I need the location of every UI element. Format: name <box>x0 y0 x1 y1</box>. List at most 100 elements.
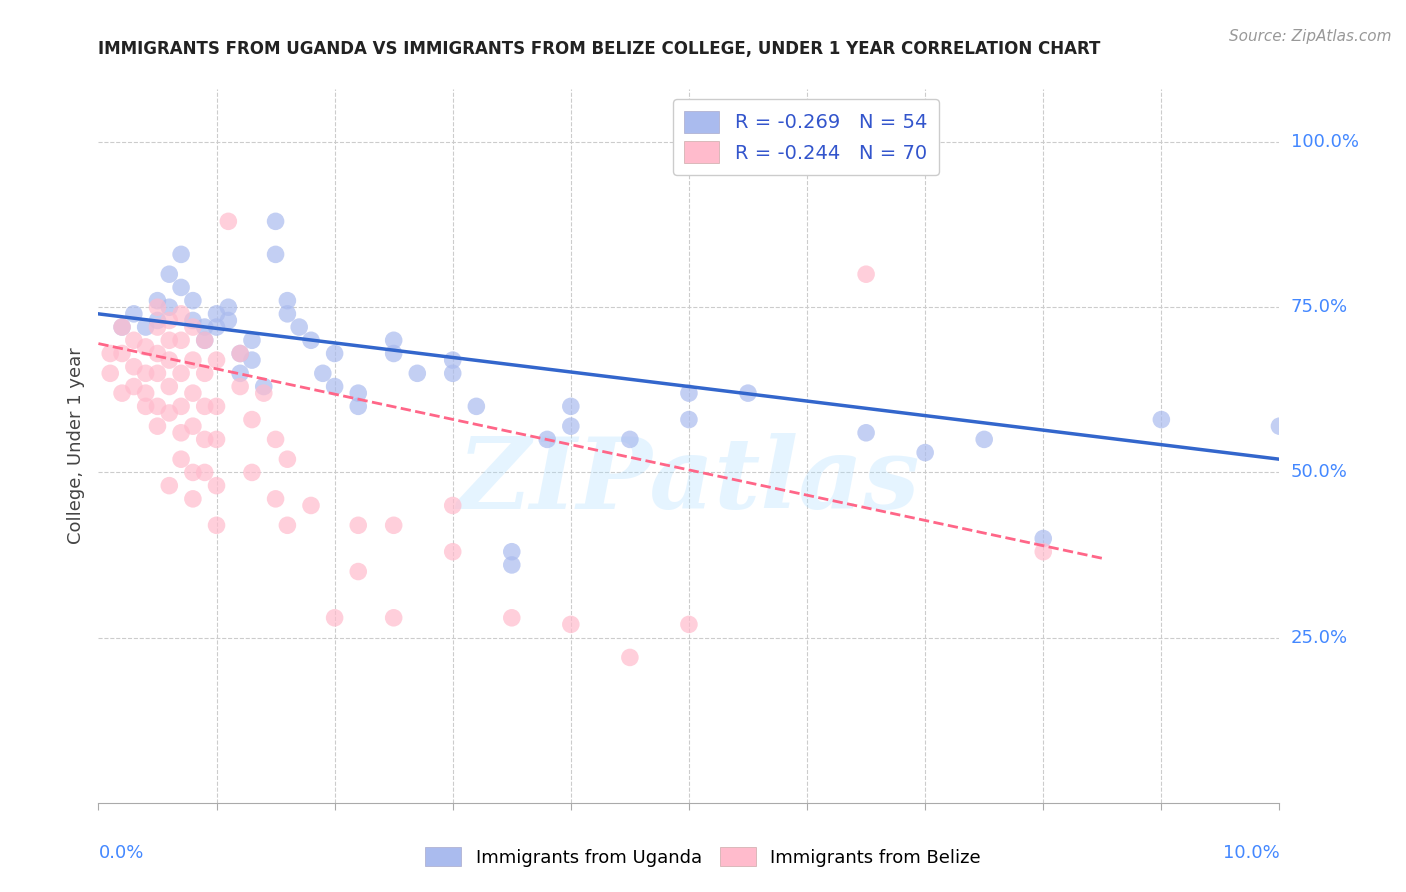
Point <box>98 367 121 381</box>
Point <box>181 419 204 434</box>
Point <box>560 400 582 414</box>
Point <box>181 320 204 334</box>
Text: 0.0%: 0.0% <box>98 845 143 863</box>
Point <box>855 425 877 440</box>
Point <box>253 379 276 393</box>
Point <box>240 333 263 347</box>
Point <box>678 617 700 632</box>
Point <box>264 433 287 447</box>
Text: IMMIGRANTS FROM UGANDA VS IMMIGRANTS FROM BELIZE COLLEGE, UNDER 1 YEAR CORRELATI: IMMIGRANTS FROM UGANDA VS IMMIGRANTS FRO… <box>98 40 1101 58</box>
Point <box>323 379 346 393</box>
Point <box>914 445 936 459</box>
Point <box>135 340 157 354</box>
Point <box>264 491 287 506</box>
Point <box>111 320 134 334</box>
Text: 25.0%: 25.0% <box>1291 629 1348 647</box>
Point <box>146 419 169 434</box>
Point <box>382 333 405 347</box>
Point <box>205 307 228 321</box>
Point <box>737 386 759 401</box>
Point <box>229 346 252 360</box>
Text: 75.0%: 75.0% <box>1291 298 1348 317</box>
Point <box>135 367 157 381</box>
Point <box>170 425 193 440</box>
Point <box>382 518 405 533</box>
Point <box>170 247 193 261</box>
Point <box>157 478 180 492</box>
Point <box>229 346 252 360</box>
Point <box>157 267 180 281</box>
Point <box>157 353 180 368</box>
Point <box>181 293 204 308</box>
Text: ZIPatlas: ZIPatlas <box>458 434 920 530</box>
Point <box>347 400 370 414</box>
Point <box>347 565 370 579</box>
Point <box>181 491 204 506</box>
Point <box>181 313 204 327</box>
Point <box>157 379 180 393</box>
Point <box>170 280 193 294</box>
Point <box>1032 545 1054 559</box>
Point <box>181 386 204 401</box>
Point <box>122 359 145 374</box>
Point <box>619 433 641 447</box>
Point <box>973 433 995 447</box>
Point <box>229 367 252 381</box>
Point <box>347 518 370 533</box>
Point <box>170 367 193 381</box>
Point <box>181 353 204 368</box>
Point <box>146 300 169 314</box>
Point <box>299 499 322 513</box>
Point <box>619 650 641 665</box>
Point <box>1268 419 1291 434</box>
Point <box>122 333 145 347</box>
Point <box>194 333 217 347</box>
Point <box>240 353 263 368</box>
Point <box>560 419 582 434</box>
Point <box>678 412 700 426</box>
Point <box>323 346 346 360</box>
Point <box>217 214 239 228</box>
Point <box>122 379 145 393</box>
Point <box>276 518 298 533</box>
Point <box>170 333 193 347</box>
Point <box>194 333 217 347</box>
Point <box>194 466 217 480</box>
Point <box>194 400 217 414</box>
Point <box>146 346 169 360</box>
Point <box>312 367 335 381</box>
Point <box>146 320 169 334</box>
Text: Source: ZipAtlas.com: Source: ZipAtlas.com <box>1229 29 1392 44</box>
Point <box>205 478 228 492</box>
Point <box>157 313 180 327</box>
Point <box>157 300 180 314</box>
Point <box>170 400 193 414</box>
Point <box>264 214 287 228</box>
Point <box>122 307 145 321</box>
Point <box>170 307 193 321</box>
Point <box>240 412 263 426</box>
Point <box>501 558 523 572</box>
Point <box>194 367 217 381</box>
Point <box>135 400 157 414</box>
Point <box>111 386 134 401</box>
Point <box>299 333 322 347</box>
Point <box>501 545 523 559</box>
Point <box>501 611 523 625</box>
Point <box>205 518 228 533</box>
Point <box>536 433 558 447</box>
Point <box>217 313 239 327</box>
Point <box>111 346 134 360</box>
Point <box>205 353 228 368</box>
Point <box>146 400 169 414</box>
Point <box>170 452 193 467</box>
Point <box>157 333 180 347</box>
Point <box>194 320 217 334</box>
Point <box>253 386 276 401</box>
Legend: Immigrants from Uganda, Immigrants from Belize: Immigrants from Uganda, Immigrants from … <box>418 840 988 874</box>
Point <box>135 386 157 401</box>
Point <box>205 433 228 447</box>
Point <box>205 320 228 334</box>
Point <box>205 400 228 414</box>
Point <box>229 379 252 393</box>
